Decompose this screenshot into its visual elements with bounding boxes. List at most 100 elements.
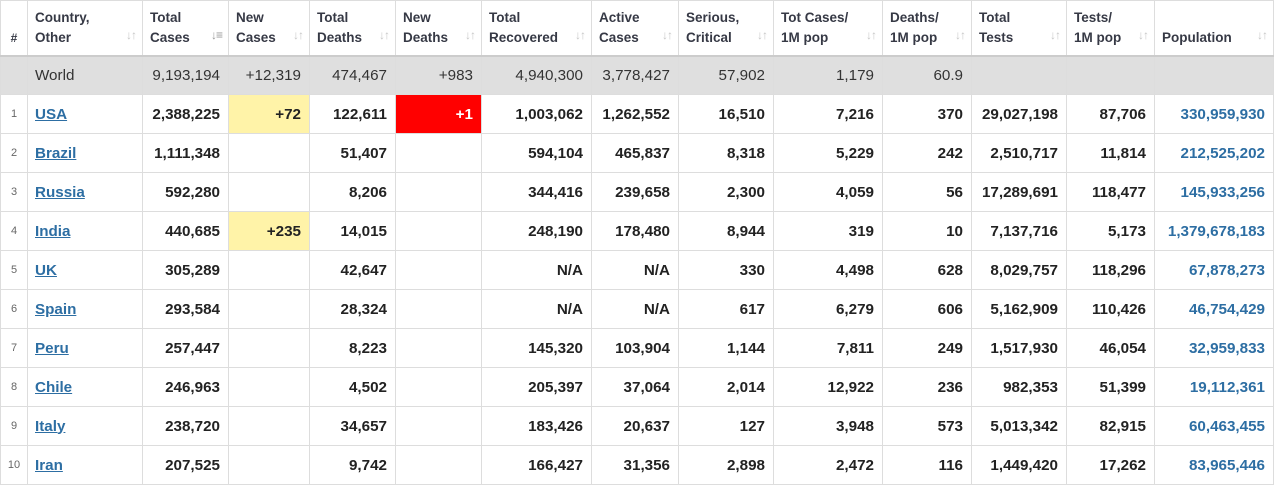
country-link[interactable]: Spain (35, 300, 77, 318)
country-link[interactable]: Chile (35, 378, 73, 396)
country-link[interactable]: Brazil (35, 144, 77, 162)
total-tests-cell: 8,029,757 (971, 250, 1067, 290)
new-deaths-cell (395, 367, 482, 407)
sort-both-icon[interactable]: ↓↑ (126, 27, 137, 42)
header-active-cases[interactable]: Active Cases ↓↑ (591, 0, 679, 57)
active-cases-cell: 3,778,427 (591, 55, 679, 95)
header-label: Deaths (317, 29, 363, 45)
sort-both-icon[interactable]: ↓↑ (293, 27, 304, 42)
rank-cell: 4 (0, 211, 28, 251)
country-cell[interactable]: Peru (27, 328, 143, 368)
cases-per-million-cell: 12,922 (773, 367, 883, 407)
sort-descending-icon[interactable]: ↓≡ (210, 27, 223, 42)
country-link[interactable]: UK (35, 261, 57, 279)
total-recovered-cell: 205,397 (481, 367, 592, 407)
header-serious-critical[interactable]: Serious, Critical ↓↑ (678, 0, 774, 57)
country-cell[interactable]: Spain (27, 289, 143, 329)
sort-both-icon[interactable]: ↓↑ (465, 27, 476, 42)
new-cases-cell (228, 250, 310, 290)
total-recovered-cell: 4,940,300 (481, 55, 592, 95)
header-label: Serious, (686, 9, 740, 25)
header-deaths-per-million[interactable]: Deaths/1M pop ↓↑ (882, 0, 972, 57)
country-cell[interactable]: Brazil (27, 133, 143, 173)
sort-both-icon[interactable]: ↓↑ (1138, 27, 1149, 42)
cases-per-million-cell: 5,229 (773, 133, 883, 173)
sort-both-icon[interactable]: ↓↑ (379, 27, 390, 42)
total-tests-cell: 29,027,198 (971, 94, 1067, 134)
country-link[interactable]: Peru (35, 339, 69, 357)
country-cell[interactable]: Chile (27, 367, 143, 407)
total-recovered-cell: 145,320 (481, 328, 592, 368)
cases-per-million-cell: 4,498 (773, 250, 883, 290)
total-tests-cell: 1,517,930 (971, 328, 1067, 368)
new-deaths-cell: +983 (395, 55, 482, 95)
new-deaths-cell (395, 133, 482, 173)
total-deaths-cell: 8,223 (309, 328, 396, 368)
sort-both-icon[interactable]: ↓↑ (1257, 27, 1268, 42)
total-deaths-cell: 474,467 (309, 55, 396, 95)
total-tests-cell: 5,162,909 (971, 289, 1067, 329)
sort-both-icon[interactable]: ↓↑ (662, 27, 673, 42)
deaths-per-million-cell: 249 (882, 328, 972, 368)
header-label: Tot Cases/ (781, 9, 849, 25)
tests-per-million-cell: 11,814 (1066, 133, 1155, 173)
header-country[interactable]: Country, Other ↓↑ (27, 0, 143, 57)
total-tests-cell (971, 55, 1067, 95)
header-tests-per-million[interactable]: Tests/1M pop ↓↑ (1066, 0, 1155, 57)
tests-per-million-cell (1066, 55, 1155, 95)
tests-per-million-cell: 82,915 (1066, 406, 1155, 446)
total-recovered-cell: 344,416 (481, 172, 592, 212)
new-cases-cell (228, 133, 310, 173)
rank-cell: 10 (0, 445, 28, 485)
header-cases-per-million[interactable]: Tot Cases/1M pop ↓↑ (773, 0, 883, 57)
rank-cell: 2 (0, 133, 28, 173)
total-deaths-cell: 34,657 (309, 406, 396, 446)
country-cell[interactable]: UK (27, 250, 143, 290)
tests-per-million-cell: 17,262 (1066, 445, 1155, 485)
new-cases-cell: +72 (228, 94, 310, 134)
new-cases-cell (228, 289, 310, 329)
country-link[interactable]: Italy (35, 417, 66, 435)
rank-cell: 7 (0, 328, 28, 368)
country-link[interactable]: Iran (35, 456, 63, 474)
country-cell[interactable]: USA (27, 94, 143, 134)
new-cases-cell: +12,319 (228, 55, 310, 95)
country-cell[interactable]: India (27, 211, 143, 251)
new-cases-cell (228, 445, 310, 485)
total-tests-cell: 17,289,691 (971, 172, 1067, 212)
sort-both-icon[interactable]: ↓↑ (575, 27, 586, 42)
header-total-tests[interactable]: Total Tests ↓↑ (971, 0, 1067, 57)
header-new-cases[interactable]: New Cases ↓↑ (228, 0, 310, 57)
country-link[interactable]: USA (35, 105, 68, 123)
active-cases-cell: 37,064 (591, 367, 679, 407)
serious-critical-cell: 8,944 (678, 211, 774, 251)
header-new-deaths[interactable]: New Deaths ↓↑ (395, 0, 482, 57)
country-link[interactable]: Russia (35, 183, 85, 201)
population-cell: 212,525,202 (1154, 133, 1274, 173)
header-label: Tests/ (1074, 9, 1113, 25)
total-deaths-cell: 9,742 (309, 445, 396, 485)
country-cell[interactable]: Russia (27, 172, 143, 212)
country-cell[interactable]: Iran (27, 445, 143, 485)
sort-both-icon[interactable]: ↓↑ (757, 27, 768, 42)
total-recovered-cell: 166,427 (481, 445, 592, 485)
sort-both-icon[interactable]: ↓↑ (866, 27, 877, 42)
serious-critical-cell: 617 (678, 289, 774, 329)
active-cases-cell: N/A (591, 289, 679, 329)
header-total-deaths[interactable]: Total Deaths ↓↑ (309, 0, 396, 57)
tests-per-million-cell: 118,477 (1066, 172, 1155, 212)
header-population[interactable]: Population ↓↑ (1154, 0, 1274, 57)
sort-both-icon[interactable]: ↓↑ (1050, 27, 1061, 42)
header-total-cases[interactable]: Total Cases ↓≡ (142, 0, 229, 57)
country-link[interactable]: India (35, 222, 71, 240)
country-cell[interactable]: Italy (27, 406, 143, 446)
sort-both-icon[interactable]: ↓↑ (955, 27, 966, 42)
tests-per-million-cell: 110,426 (1066, 289, 1155, 329)
deaths-per-million-cell: 236 (882, 367, 972, 407)
new-deaths-cell (395, 172, 482, 212)
new-cases-cell (228, 328, 310, 368)
header-rank: # (0, 0, 28, 57)
header-total-recovered[interactable]: Total Recovered ↓↑ (481, 0, 592, 57)
world-row: World 9,193,194 +12,319 474,467 +983 4,9… (0, 55, 1274, 95)
header-label: 1M pop (781, 29, 829, 45)
